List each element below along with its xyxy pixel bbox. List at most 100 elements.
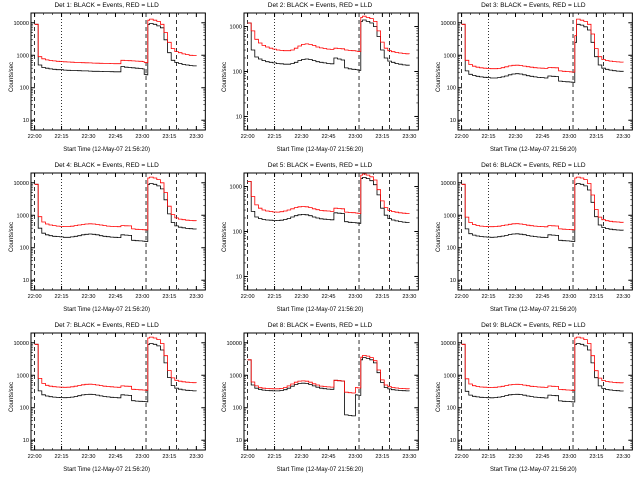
y-tick-label: 10 xyxy=(23,278,29,284)
plot-frame xyxy=(243,12,420,131)
y-tick-label: 1000 xyxy=(443,53,455,59)
y-tick-label: 10000 xyxy=(440,181,456,187)
series-lld xyxy=(247,355,411,394)
series-lld xyxy=(247,15,411,55)
series-events xyxy=(34,183,197,242)
x-tick-label: 23:30 xyxy=(189,294,203,300)
chart-svg: 10 100 1000 10000 22:00 22:15 22:30 22:45 23:00 2… xyxy=(13,12,206,140)
x-tick-label: 22:00 xyxy=(241,294,255,300)
y-axis-label: Counts/sec xyxy=(222,381,229,412)
x-tick-label: 22:15 xyxy=(268,294,282,300)
x-tick-label: 23:30 xyxy=(189,454,203,460)
x-tick-label: 23:00 xyxy=(135,134,149,140)
x-tick-label: 23:30 xyxy=(403,294,417,300)
chart-svg: 10 100 1000 10000 22:00 22:15 22:30 22:45 23:00 2… xyxy=(13,172,206,300)
x-tick-label: 22:45 xyxy=(322,294,336,300)
y-tick-label: 100 xyxy=(446,406,455,412)
chart-panel-3: Det 3: BLACK = Events, RED = LLD Counts/s… xyxy=(426,0,640,160)
chart-title: Det 5: BLACK = Events, RED = LLD xyxy=(267,162,373,169)
x-tick-label: 23:30 xyxy=(616,454,630,460)
x-axis-label: Start Time (12-May-07 21:56:20) xyxy=(489,307,577,313)
series-events xyxy=(34,23,197,76)
chart-svg: 10 100 1000 10000 22:00 22:15 22:30 22:45 23:00 2… xyxy=(440,332,633,460)
x-tick-label: 22:30 xyxy=(82,454,96,460)
x-tick-label: 22:45 xyxy=(535,134,549,140)
x-tick-label: 23:00 xyxy=(349,134,363,140)
x-tick-label: 23:30 xyxy=(403,454,417,460)
y-tick-label: 100 xyxy=(233,406,242,412)
x-tick-label: 22:15 xyxy=(481,294,495,300)
chart-svg: 10 100 1000 22:00 22:15 22:30 22:45 23:00 23:15 2… xyxy=(230,172,420,300)
series-lld xyxy=(461,18,624,73)
x-axis-label: Start Time (12-May-07 21:56:20) xyxy=(63,147,151,153)
x-tick-label: 23:30 xyxy=(616,134,630,140)
x-tick-label: 22:45 xyxy=(322,134,336,140)
x-tick-label: 22:30 xyxy=(82,134,96,140)
series-lld xyxy=(34,336,197,391)
series-events xyxy=(461,183,624,242)
y-tick-label: 10 xyxy=(449,438,455,444)
plot-frame xyxy=(243,172,420,291)
x-tick-label: 22:15 xyxy=(55,454,69,460)
y-axis-label: Counts/sec xyxy=(435,221,442,252)
chart-svg: 10 100 1000 22:00 22:15 22:30 22:45 23:00 23:15 2… xyxy=(230,12,420,140)
x-tick-label: 22:00 xyxy=(28,454,42,460)
y-tick-label: 10 xyxy=(236,438,242,444)
y-tick-label: 100 xyxy=(20,246,29,252)
x-tick-label: 22:00 xyxy=(241,134,255,140)
x-tick-label: 22:45 xyxy=(322,454,336,460)
x-tick-label: 23:30 xyxy=(616,294,630,300)
plot-frame xyxy=(457,12,633,131)
chart-panel-2: Det 2: BLACK = Events, RED = LLD Counts/s… xyxy=(213,0,427,160)
plot-frame xyxy=(30,332,206,451)
y-tick-label: 100 xyxy=(20,406,29,412)
y-tick-label: 1000 xyxy=(17,373,29,379)
chart-svg: 10 100 1000 10000 22:00 22:15 22:30 22:45 23:00 2… xyxy=(440,12,633,140)
x-tick-label: 22:15 xyxy=(268,134,282,140)
chart-panel-6: Det 6: BLACK = Events, RED = LLD Counts/s… xyxy=(426,160,640,320)
x-tick-label: 23:30 xyxy=(189,134,203,140)
series-lld xyxy=(34,18,197,65)
chart-title: Det 9: BLACK = Events, RED = LLD xyxy=(481,322,586,329)
x-tick-label: 22:30 xyxy=(295,294,309,300)
y-tick-label: 1000 xyxy=(230,185,242,191)
chart-panel-9: Det 9: BLACK = Events, RED = LLD Counts/s… xyxy=(426,320,640,480)
chart-title: Det 8: BLACK = Events, RED = LLD xyxy=(267,322,373,329)
chart-title: Det 7: BLACK = Events, RED = LLD xyxy=(54,322,159,329)
series-lld xyxy=(461,176,624,231)
x-tick-label: 23:00 xyxy=(349,294,363,300)
x-tick-label: 23:30 xyxy=(403,134,417,140)
x-tick-label: 22:00 xyxy=(454,134,468,140)
y-axis-label: Counts/sec xyxy=(222,61,229,92)
y-tick-label: 10000 xyxy=(440,21,456,27)
y-axis-label: Counts/sec xyxy=(9,381,15,412)
x-tick-label: 23:00 xyxy=(135,294,149,300)
y-tick-label: 10 xyxy=(23,118,29,124)
x-axis-label: Start Time (12-May-07 21:56:20) xyxy=(276,147,364,153)
y-tick-label: 1000 xyxy=(17,53,29,59)
x-axis-label: Start Time (12-May-07 21:56:20) xyxy=(489,467,577,473)
x-tick-label: 22:45 xyxy=(535,294,549,300)
x-tick-label: 23:00 xyxy=(562,294,576,300)
chart-title: Det 4: BLACK = Events, RED = LLD xyxy=(54,162,159,169)
x-tick-label: 22:00 xyxy=(28,294,42,300)
chart-svg: 10 100 1000 10000 22:00 22:15 22:30 22:45 23:00 2… xyxy=(440,172,633,300)
chart-svg: 10 100 1000 10000 22:00 22:15 22:30 22:45 23:00 2… xyxy=(227,332,420,460)
x-axis-label: Start Time (12-May-07 21:56:20) xyxy=(63,467,151,473)
x-tick-label: 22:00 xyxy=(454,454,468,460)
series-events xyxy=(461,23,624,83)
series-events xyxy=(34,343,197,403)
x-tick-label: 23:15 xyxy=(376,454,390,460)
chart-svg: 10 100 1000 10000 22:00 22:15 22:30 22:45 23:00 2… xyxy=(13,332,206,460)
x-tick-label: 22:30 xyxy=(295,454,309,460)
x-tick-label: 22:15 xyxy=(268,454,282,460)
y-tick-label: 1000 xyxy=(230,25,242,31)
y-tick-label: 10 xyxy=(23,438,29,444)
chart-panel-4: Det 4: BLACK = Events, RED = LLD Counts/s… xyxy=(0,160,214,320)
x-tick-label: 23:15 xyxy=(162,294,176,300)
series-lld xyxy=(247,173,411,214)
x-tick-label: 23:15 xyxy=(589,294,603,300)
chart-title: Det 3: BLACK = Events, RED = LLD xyxy=(481,2,586,9)
plot-frame xyxy=(457,332,633,451)
x-tick-label: 22:45 xyxy=(108,294,122,300)
